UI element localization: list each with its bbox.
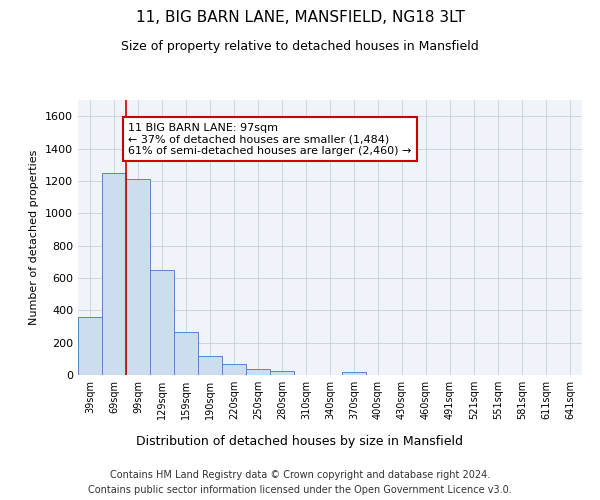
Text: Size of property relative to detached houses in Mansfield: Size of property relative to detached ho… [121,40,479,53]
Bar [222,364,246,375]
Text: Distribution of detached houses by size in Mansfield: Distribution of detached houses by size … [137,435,464,448]
Text: Contains HM Land Registry data © Crown copyright and database right 2024.: Contains HM Land Registry data © Crown c… [110,470,490,480]
Bar [246,369,270,375]
Text: 11, BIG BARN LANE, MANSFIELD, NG18 3LT: 11, BIG BARN LANE, MANSFIELD, NG18 3LT [136,10,464,25]
Bar [150,270,174,375]
Text: 11 BIG BARN LANE: 97sqm
← 37% of detached houses are smaller (1,484)
61% of semi: 11 BIG BARN LANE: 97sqm ← 37% of detache… [128,122,412,156]
Bar [174,332,198,375]
Bar [342,372,366,375]
Bar [102,173,126,375]
Bar [198,356,222,375]
Bar [78,317,102,375]
Text: Contains public sector information licensed under the Open Government Licence v3: Contains public sector information licen… [88,485,512,495]
Bar [126,180,150,375]
Bar [270,372,294,375]
Y-axis label: Number of detached properties: Number of detached properties [29,150,40,325]
